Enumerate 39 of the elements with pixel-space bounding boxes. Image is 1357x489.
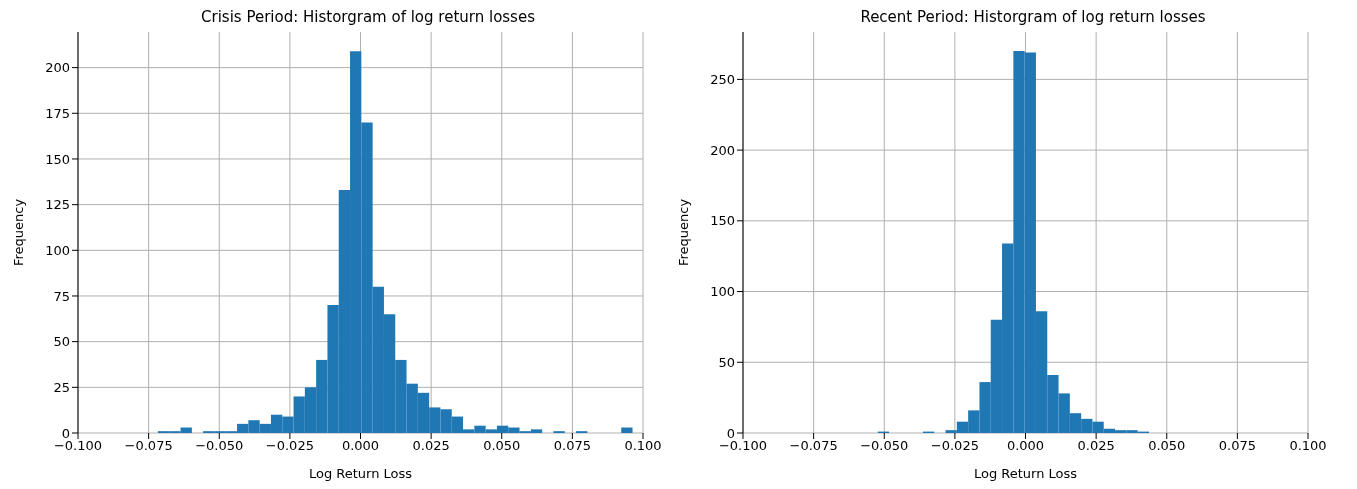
x-tick-label: 0.100 — [624, 438, 662, 454]
x-tick-label: −0.025 — [930, 438, 979, 454]
x-tick-label: 0.100 — [1289, 438, 1327, 454]
y-tick-label: 150 — [710, 213, 735, 229]
x-tick-label: −0.100 — [718, 438, 768, 454]
x-tick-label: −0.025 — [265, 438, 314, 454]
y-tick-label: 250 — [710, 72, 735, 87]
y-tick-label: 0 — [726, 425, 735, 441]
y-tick-label: 200 — [45, 60, 70, 76]
x-tick-label: −0.050 — [195, 438, 244, 454]
x-tick-label: −0.100 — [53, 438, 103, 454]
x-tick-label: 0.000 — [1006, 438, 1045, 454]
y-axis-title: Frequency — [10, 198, 26, 267]
x-tick-label: −0.075 — [789, 438, 838, 454]
chart-title: Recent Period: Historgram of log return losses — [859, 8, 1207, 28]
y-tick-label: 200 — [710, 142, 735, 158]
x-tick-label: 0.075 — [1218, 438, 1256, 454]
x-tick-label: 0.050 — [483, 438, 521, 454]
x-axis-title: Log Return Loss — [973, 466, 1078, 481]
x-tick-label: 0.025 — [1077, 438, 1115, 454]
y-tick-label: 0 — [61, 425, 70, 441]
x-tick-label: −0.075 — [124, 438, 173, 454]
y-tick-label: 175 — [45, 105, 70, 121]
y-axis-title: Frequency — [675, 198, 691, 267]
y-tick-label: 100 — [710, 284, 735, 300]
y-tick-label: 50 — [53, 334, 70, 350]
y-tick-label: 25 — [53, 379, 70, 395]
y-tick-label: 50 — [718, 354, 735, 370]
x-axis-title: Log Return Loss — [308, 466, 413, 481]
y-tick-label: 150 — [45, 151, 70, 167]
y-tick-label: 125 — [45, 197, 70, 213]
x-tick-label: 0.050 — [1148, 438, 1186, 454]
y-tick-label: 100 — [45, 242, 70, 258]
y-tick-label: 75 — [53, 288, 70, 304]
x-tick-label: 0.025 — [412, 438, 450, 454]
chart-title: Crisis Period: Historgram of log return losses — [200, 8, 536, 28]
x-tick-label: −0.050 — [860, 438, 909, 454]
x-tick-label: 0.075 — [553, 438, 591, 454]
x-tick-label: 0.000 — [341, 438, 380, 454]
